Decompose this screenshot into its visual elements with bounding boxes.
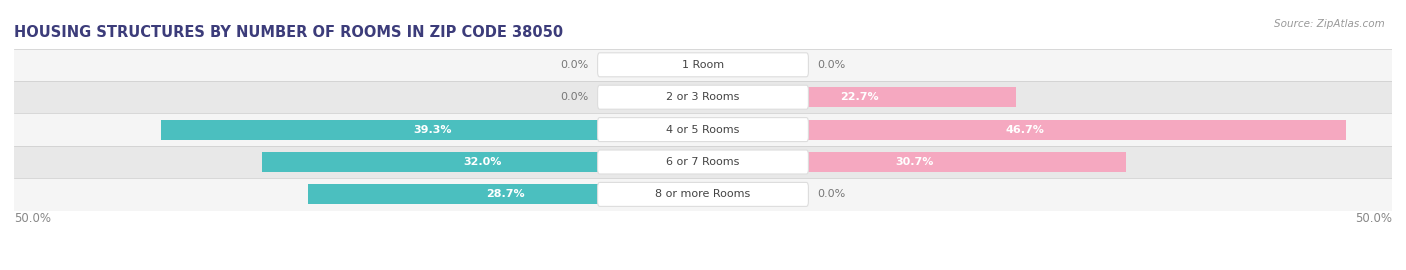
Bar bbox=[14, 81, 1392, 113]
Legend: Owner-occupied, Renter-occupied: Owner-occupied, Renter-occupied bbox=[579, 266, 827, 270]
Text: 46.7%: 46.7% bbox=[1005, 124, 1045, 135]
Text: 8 or more Rooms: 8 or more Rooms bbox=[655, 189, 751, 200]
FancyBboxPatch shape bbox=[598, 150, 808, 174]
Text: 4 or 5 Rooms: 4 or 5 Rooms bbox=[666, 124, 740, 135]
Bar bbox=[14, 146, 1392, 178]
Text: 30.7%: 30.7% bbox=[896, 157, 934, 167]
FancyBboxPatch shape bbox=[598, 53, 808, 77]
FancyBboxPatch shape bbox=[598, 183, 808, 206]
Text: Source: ZipAtlas.com: Source: ZipAtlas.com bbox=[1274, 19, 1385, 29]
Text: 2 or 3 Rooms: 2 or 3 Rooms bbox=[666, 92, 740, 102]
Bar bbox=[308, 184, 703, 204]
Text: 39.3%: 39.3% bbox=[413, 124, 451, 135]
Text: 0.0%: 0.0% bbox=[561, 60, 589, 70]
Text: 6 or 7 Rooms: 6 or 7 Rooms bbox=[666, 157, 740, 167]
Bar bbox=[703, 152, 1126, 172]
Bar bbox=[14, 113, 1392, 146]
Bar bbox=[703, 120, 1347, 140]
Text: 1 Room: 1 Room bbox=[682, 60, 724, 70]
Bar bbox=[14, 49, 1392, 81]
Bar bbox=[162, 120, 703, 140]
Bar bbox=[14, 178, 1392, 211]
Text: 22.7%: 22.7% bbox=[839, 92, 879, 102]
Text: 50.0%: 50.0% bbox=[14, 212, 51, 225]
Text: 0.0%: 0.0% bbox=[817, 189, 845, 200]
FancyBboxPatch shape bbox=[598, 118, 808, 141]
Text: 32.0%: 32.0% bbox=[464, 157, 502, 167]
Text: 0.0%: 0.0% bbox=[817, 60, 845, 70]
Text: 28.7%: 28.7% bbox=[486, 189, 524, 200]
Text: HOUSING STRUCTURES BY NUMBER OF ROOMS IN ZIP CODE 38050: HOUSING STRUCTURES BY NUMBER OF ROOMS IN… bbox=[14, 25, 564, 40]
Text: 50.0%: 50.0% bbox=[1355, 212, 1392, 225]
Bar bbox=[703, 87, 1015, 107]
Text: 0.0%: 0.0% bbox=[561, 92, 589, 102]
FancyBboxPatch shape bbox=[598, 85, 808, 109]
Bar bbox=[262, 152, 703, 172]
